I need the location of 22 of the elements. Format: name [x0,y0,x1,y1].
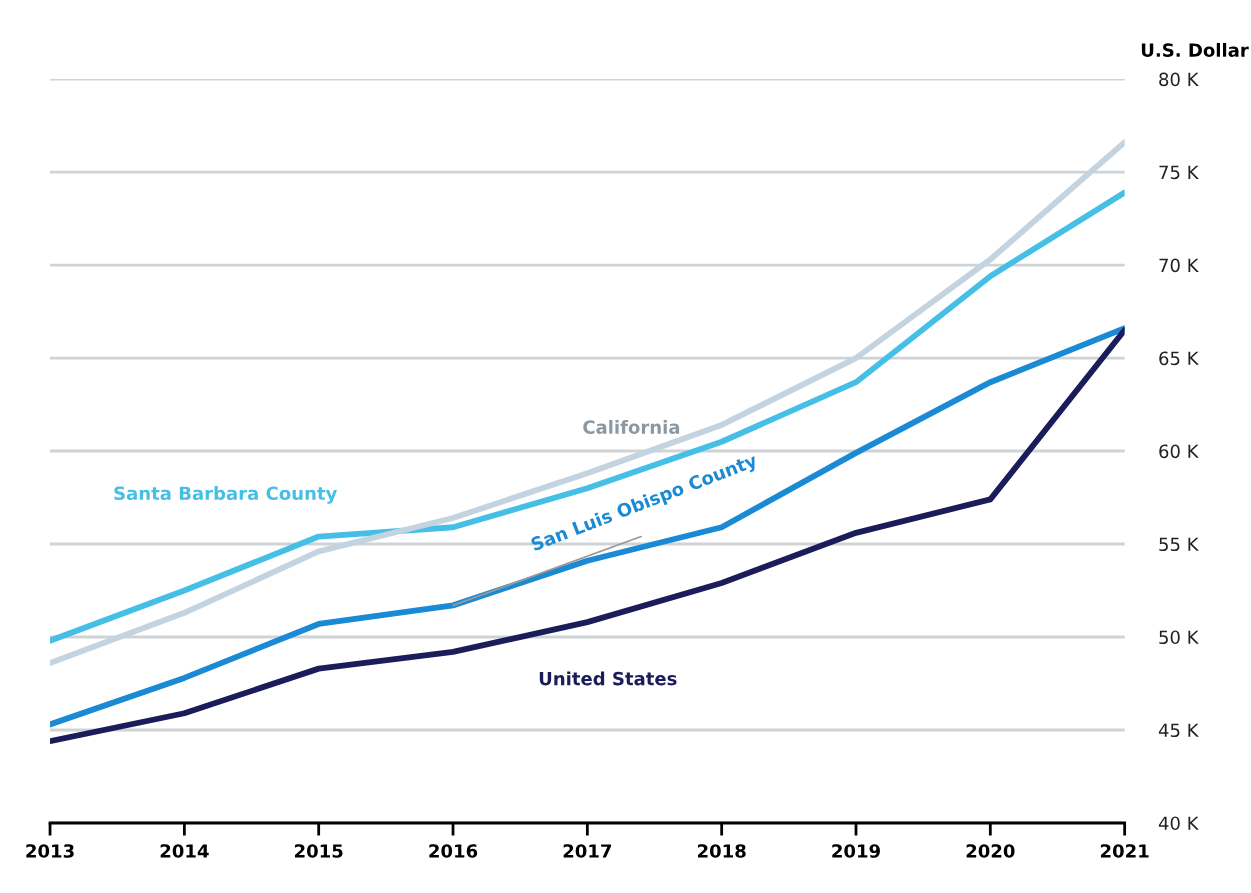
y-tick-label: 75 K [1159,165,1199,180]
y-tick-label: 70 K [1159,258,1199,273]
y-tick-label: 45 K [1158,723,1199,738]
x-tick-label: 2021 [1100,844,1149,858]
x-tick-label: 2015 [294,844,343,858]
y-axis-title: U.S. Dollar [1141,42,1249,57]
x-tick-label: 2014 [160,844,209,858]
y-tick-label: 40 K [1158,816,1199,831]
y-tick-label: 65 K [1159,351,1199,366]
text: United States [539,671,677,686]
y-tick-label: 55 K [1159,537,1199,552]
x-tick-label: 2019 [832,844,880,858]
series-label: California [583,419,680,434]
x-tick-label: 2020 [966,844,1015,858]
x-tick-label: 2017 [563,844,612,858]
series-label: Santa Barbara County [114,486,337,504]
y-tick-label: 50 K [1159,630,1199,645]
x-tick-label: 2016 [429,844,478,858]
x-tick-label: 2018 [697,844,746,858]
x-tick-label: 2013 [26,844,74,858]
y-tick-label: 80 K [1159,72,1199,87]
y-tick-label: 60 K [1159,444,1199,459]
